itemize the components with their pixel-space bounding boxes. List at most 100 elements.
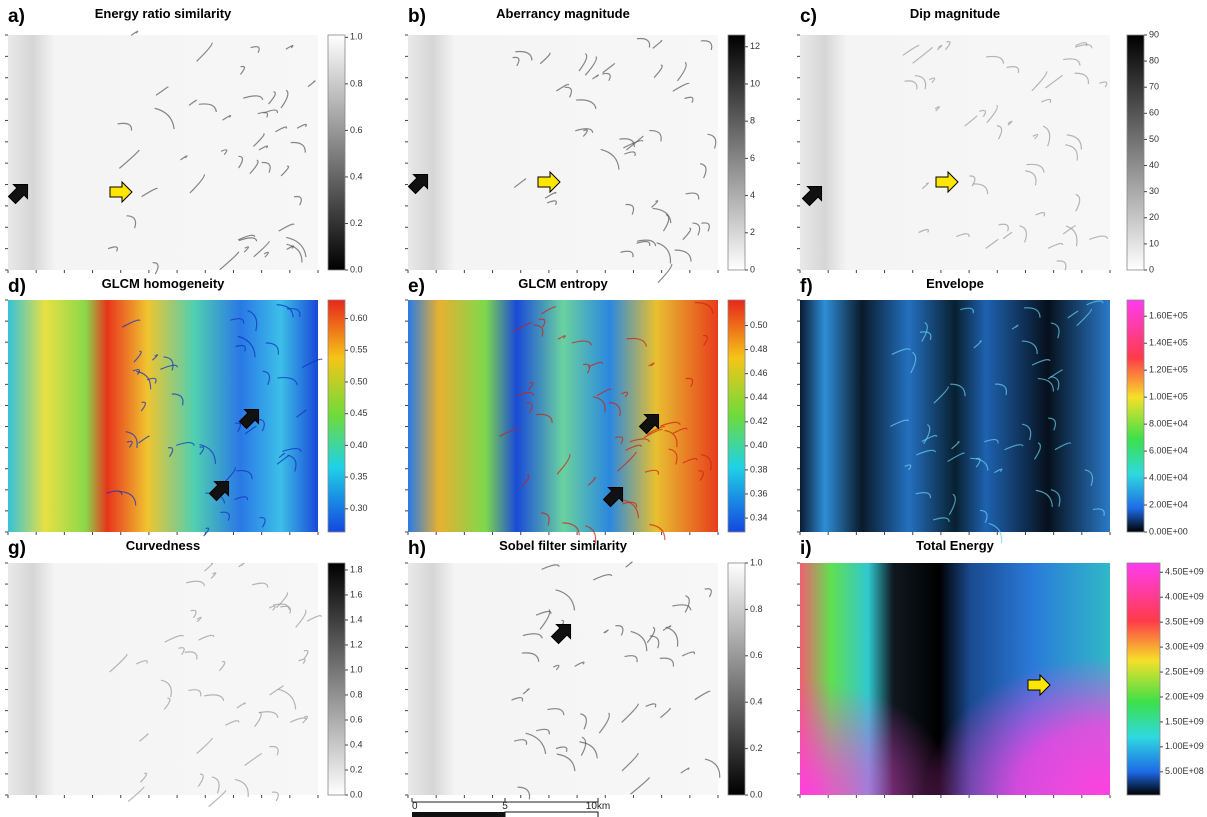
colorbar-tick-label: 0.44 xyxy=(750,392,768,402)
panel-letter: h) xyxy=(408,538,426,559)
colorbar-tick-label: 0.8 xyxy=(350,78,363,88)
colorbar-tick-label: 0.6 xyxy=(750,650,763,660)
colorbar-tick-label: 1.20E+05 xyxy=(1149,365,1188,375)
colorbar-tick-label: 0.42 xyxy=(750,416,768,426)
colorbar-tick-label: 10 xyxy=(750,78,760,88)
colorbar-tick-label: 0.00E+00 xyxy=(1149,526,1188,536)
colorbar-tick-label: 90 xyxy=(1149,29,1159,39)
colorbar-tick-label: 0.8 xyxy=(350,689,363,699)
panel-title: GLCM entropy xyxy=(518,276,608,291)
colorbar xyxy=(1127,300,1144,532)
panel-title: Sobel filter similarity xyxy=(499,538,628,553)
colorbar-tick-label: 60 xyxy=(1149,108,1159,118)
colorbar-tick-label: 1.2 xyxy=(350,639,363,649)
scale-bar xyxy=(412,812,505,817)
panel-title: Curvedness xyxy=(126,538,200,553)
colorbar-tick-label: 1.0 xyxy=(350,664,363,674)
map xyxy=(8,35,318,270)
colorbar xyxy=(1127,35,1144,270)
panel-letter: a) xyxy=(8,6,25,27)
colorbar-tick-label: 0.4 xyxy=(750,697,763,707)
panel-title: Total Energy xyxy=(916,538,995,553)
panel-letter: c) xyxy=(800,6,817,27)
colorbar xyxy=(728,35,745,270)
colorbar-tick-label: 80 xyxy=(1149,55,1159,65)
colorbar-tick-label: 40 xyxy=(1149,160,1159,170)
panel-title: Dip magnitude xyxy=(910,6,1000,21)
map xyxy=(8,300,318,532)
colorbar-tick-label: 0.6 xyxy=(350,125,363,135)
panel-letter: i) xyxy=(800,538,812,559)
colorbar-tick-label: 0.35 xyxy=(350,471,368,481)
colorbar-tick-label: 50 xyxy=(1149,134,1159,144)
panel-title: Envelope xyxy=(926,276,984,291)
colorbar-tick-label: 0.30 xyxy=(350,503,368,513)
colorbar-tick-label: 1.60E+05 xyxy=(1149,311,1188,321)
colorbar xyxy=(328,300,345,532)
colorbar-tick-label: 5.00E+08 xyxy=(1165,766,1204,776)
scale-bar xyxy=(505,812,598,817)
colorbar-tick-label: 0.40 xyxy=(350,440,368,450)
colorbar-tick-label: 0.0 xyxy=(350,789,363,799)
colorbar-tick-label: 0.8 xyxy=(750,604,763,614)
colorbar-tick-label: 0.60 xyxy=(350,313,368,323)
colorbar-tick-label: 1.8 xyxy=(350,564,363,574)
map-overlay xyxy=(800,563,1110,795)
colorbar-tick-label: 0.0 xyxy=(350,264,363,274)
colorbar xyxy=(728,300,745,532)
colorbar-tick-label: 30 xyxy=(1149,186,1159,196)
colorbar-tick-label: 1.4 xyxy=(350,614,363,624)
colorbar-tick-label: 1.00E+09 xyxy=(1165,741,1204,751)
map-texture xyxy=(131,31,138,35)
colorbar-tick-label: 70 xyxy=(1149,82,1159,92)
map xyxy=(408,300,718,532)
scale-bar-label: 10km xyxy=(586,801,610,812)
map xyxy=(800,35,1110,270)
colorbar-tick-label: 0.45 xyxy=(350,408,368,418)
colorbar-tick-label: 2.50E+09 xyxy=(1165,666,1204,676)
colorbar-tick-label: 0.36 xyxy=(750,488,768,498)
colorbar-tick-label: 4.00E+09 xyxy=(1165,592,1204,602)
colorbar-tick-label: 6 xyxy=(750,153,755,163)
colorbar-tick-label: 0.40 xyxy=(750,440,768,450)
colorbar-tick-label: 1.00E+05 xyxy=(1149,392,1188,402)
map xyxy=(408,563,718,795)
colorbar-tick-label: 0.4 xyxy=(350,739,363,749)
colorbar-tick-label: 12 xyxy=(750,41,760,51)
colorbar-tick-label: 1.6 xyxy=(350,589,363,599)
colorbar-tick-label: 0.2 xyxy=(350,764,363,774)
colorbar-tick-label: 8.00E+04 xyxy=(1149,418,1188,428)
figure: a)Energy ratio similarity1.00.80.60.40.2… xyxy=(0,0,1207,817)
panel-letter: g) xyxy=(8,538,26,559)
panel-letter: b) xyxy=(408,6,426,27)
panel-title: Aberrancy magnitude xyxy=(496,6,630,21)
colorbar-tick-label: 0.55 xyxy=(350,345,368,355)
colorbar-tick-label: 6.00E+04 xyxy=(1149,445,1188,455)
colorbar-tick-label: 0.6 xyxy=(350,714,363,724)
colorbar xyxy=(1127,563,1160,795)
colorbar xyxy=(328,563,345,795)
colorbar-tick-label: 1.0 xyxy=(350,32,363,42)
colorbar-tick-label: 3.50E+09 xyxy=(1165,617,1204,627)
scale-bar-label: 0 xyxy=(412,801,418,812)
panel-title: GLCM homogeneity xyxy=(102,276,226,291)
colorbar-tick-label: 0.4 xyxy=(350,171,363,181)
colorbar-tick-label: 0 xyxy=(1149,264,1154,274)
colorbar-tick-label: 0.38 xyxy=(750,464,768,474)
colorbar-tick-label: 0.34 xyxy=(750,512,768,522)
colorbar-tick-label: 0 xyxy=(750,264,755,274)
colorbar-tick-label: 4 xyxy=(750,190,755,200)
colorbar-tick-label: 1.40E+05 xyxy=(1149,338,1188,348)
panel-letter: f) xyxy=(800,276,813,297)
colorbar-tick-label: 2.00E+04 xyxy=(1149,499,1188,509)
colorbar-tick-label: 8 xyxy=(750,116,755,126)
colorbar-tick-label: 1.0 xyxy=(750,557,763,567)
colorbar-tick-label: 20 xyxy=(1149,212,1159,222)
colorbar-tick-label: 10 xyxy=(1149,238,1159,248)
colorbar xyxy=(328,35,345,270)
map xyxy=(8,563,318,795)
colorbar-tick-label: 0.50 xyxy=(750,320,768,330)
colorbar-tick-label: 0.2 xyxy=(750,743,763,753)
colorbar-tick-label: 3.00E+09 xyxy=(1165,641,1204,651)
colorbar-tick-label: 0.48 xyxy=(750,344,768,354)
